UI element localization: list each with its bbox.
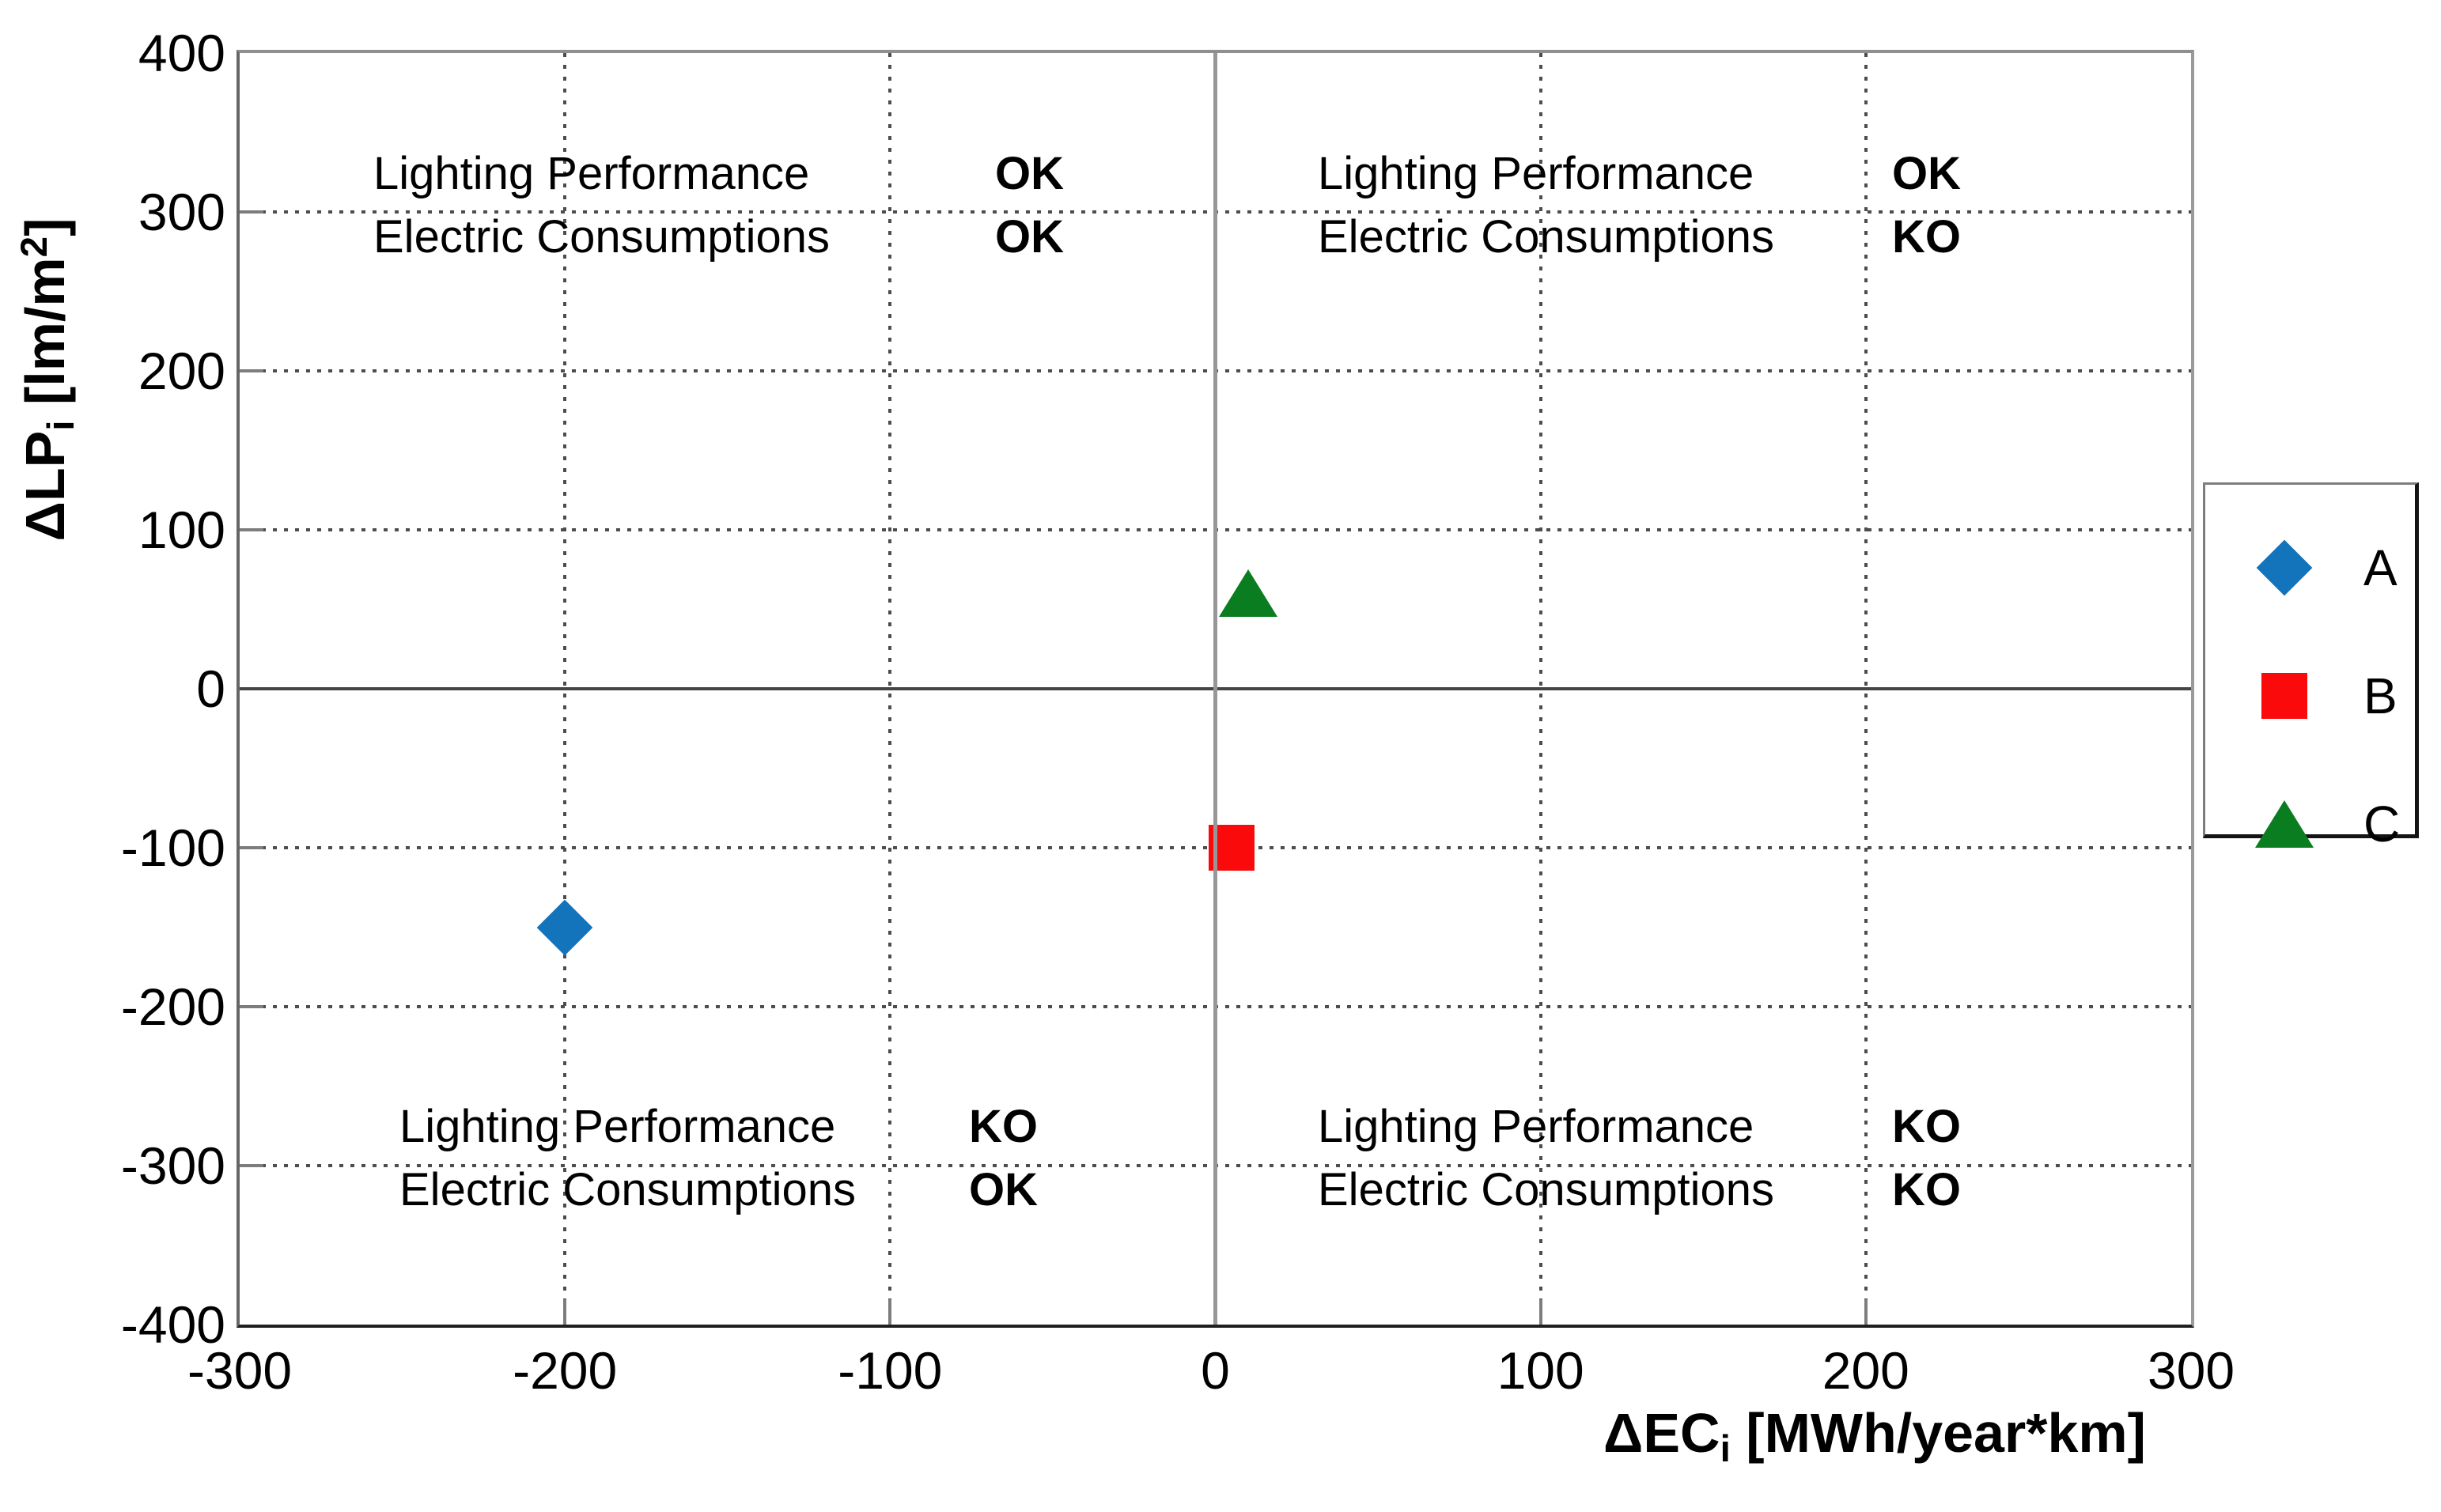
x-tick-label-200: 200	[1822, 1341, 1909, 1400]
zero-line-vertical	[1213, 53, 1217, 1325]
tick-mark-y-200	[240, 369, 263, 372]
plot-area	[237, 50, 2194, 1328]
y-tick-label--100: -100	[120, 818, 225, 877]
annotation-value: KO	[1892, 1101, 1961, 1152]
annotation-line: Lighting Performance OK	[1318, 142, 1961, 206]
tick-mark-y--300	[240, 1164, 263, 1167]
x-tick-label--200: -200	[513, 1341, 618, 1400]
legend-item-C: C	[2205, 798, 2415, 850]
y-tick-label-300: 300	[138, 183, 225, 241]
legend: A B C	[2203, 482, 2419, 850]
x-tick-label-100: 100	[1497, 1341, 1584, 1400]
annotation-value: KO	[1892, 1164, 1961, 1215]
y-tick-label-200: 200	[138, 342, 225, 400]
annotation-value: OK	[995, 148, 1064, 199]
legend-item-A: A	[2205, 539, 2415, 596]
x-tick-label-300: 300	[2147, 1341, 2235, 1400]
legend-item-label: A	[2363, 539, 2397, 596]
x-axis-label-base: ΔEC	[1603, 1402, 1720, 1464]
annotation-line: Electric Consumptions OK	[399, 1159, 1038, 1222]
annotation-value: KO	[969, 1101, 1038, 1152]
annotation-label: Lighting Performance	[373, 148, 810, 199]
annotation-line: Lighting Performance OK	[373, 142, 1064, 206]
legend-B-square-icon	[2261, 673, 2307, 719]
tick-mark-x--100	[888, 1299, 892, 1325]
annotation-line: Electric Consumptions KO	[1318, 1159, 1961, 1222]
y-tick-label-400: 400	[138, 24, 225, 82]
quadrant-annotation-bottom-right: Lighting Performance KO Electric Consump…	[1318, 1095, 1961, 1222]
quadrant-annotation-top-right: Lighting Performance OK Electric Consump…	[1318, 142, 1961, 269]
annotation-value: OK	[995, 211, 1064, 263]
annotation-line: Lighting Performance KO	[1318, 1095, 1961, 1159]
tick-mark-y-300	[240, 210, 263, 214]
tick-mark-y--200	[240, 1005, 263, 1008]
quadrant-annotation-bottom-left: Lighting Performance KO Electric Consump…	[399, 1095, 1038, 1222]
annotation-value: OK	[1892, 148, 1961, 199]
y-tick-label--200: -200	[120, 977, 225, 1036]
legend-item-label: C	[2363, 796, 2401, 852]
y-tick-label-0: 0	[196, 660, 225, 718]
annotation-label: Lighting Performance	[1318, 148, 1754, 199]
point-A	[536, 899, 593, 955]
annotation-label: Lighting Performance	[399, 1101, 836, 1152]
legend-marker-slot	[2253, 798, 2316, 850]
x-tick-label--300: -300	[187, 1341, 293, 1400]
x-axis-label-unit: [MWh/year*km]	[1730, 1402, 2146, 1464]
y-axis-label-subscript: i	[40, 420, 83, 431]
legend-C-triangle-icon	[2255, 800, 2314, 848]
legend-A-diamond-icon	[2256, 539, 2313, 596]
annotation-label: Electric Consumptions	[1318, 211, 1774, 263]
annotation-line: Electric Consumptions OK	[373, 206, 1064, 269]
tick-mark-x-200	[1864, 1299, 1868, 1325]
annotation-label: Electric Consumptions	[1318, 1164, 1774, 1215]
tick-mark-y--100	[240, 846, 263, 849]
legend-item-B: B	[2205, 670, 2415, 722]
tick-mark-x--200	[563, 1299, 567, 1325]
tick-mark-x-100	[1538, 1299, 1542, 1325]
annotation-line: Electric Consumptions KO	[1318, 206, 1961, 269]
legend-marker-slot	[2253, 670, 2316, 722]
x-axis-label: ΔECi [MWh/year*km]	[1546, 1401, 2203, 1471]
annotation-label: Lighting Performance	[1318, 1101, 1754, 1152]
x-tick-label-0: 0	[1201, 1341, 1230, 1400]
annotation-label: Electric Consumptions	[373, 211, 830, 263]
y-tick-label--400: -400	[120, 1295, 225, 1354]
x-tick-label--100: -100	[838, 1341, 943, 1400]
point-C	[1218, 569, 1277, 618]
annotation-value: OK	[969, 1164, 1038, 1215]
legend-item-label: B	[2363, 667, 2397, 724]
y-axis-label-superscript: 2	[13, 236, 55, 258]
x-axis-label-subscript: i	[1720, 1428, 1731, 1471]
annotation-line: Lighting Performance KO	[399, 1095, 1038, 1159]
legend-marker-slot	[2253, 539, 2316, 596]
tick-mark-y-100	[240, 528, 263, 531]
quadrant-annotation-top-left: Lighting Performance OK Electric Consump…	[373, 142, 1064, 269]
annotation-value: KO	[1892, 211, 1961, 263]
y-tick-label--300: -300	[120, 1136, 225, 1195]
y-tick-label-100: 100	[138, 501, 225, 559]
annotation-label: Electric Consumptions	[399, 1164, 856, 1215]
